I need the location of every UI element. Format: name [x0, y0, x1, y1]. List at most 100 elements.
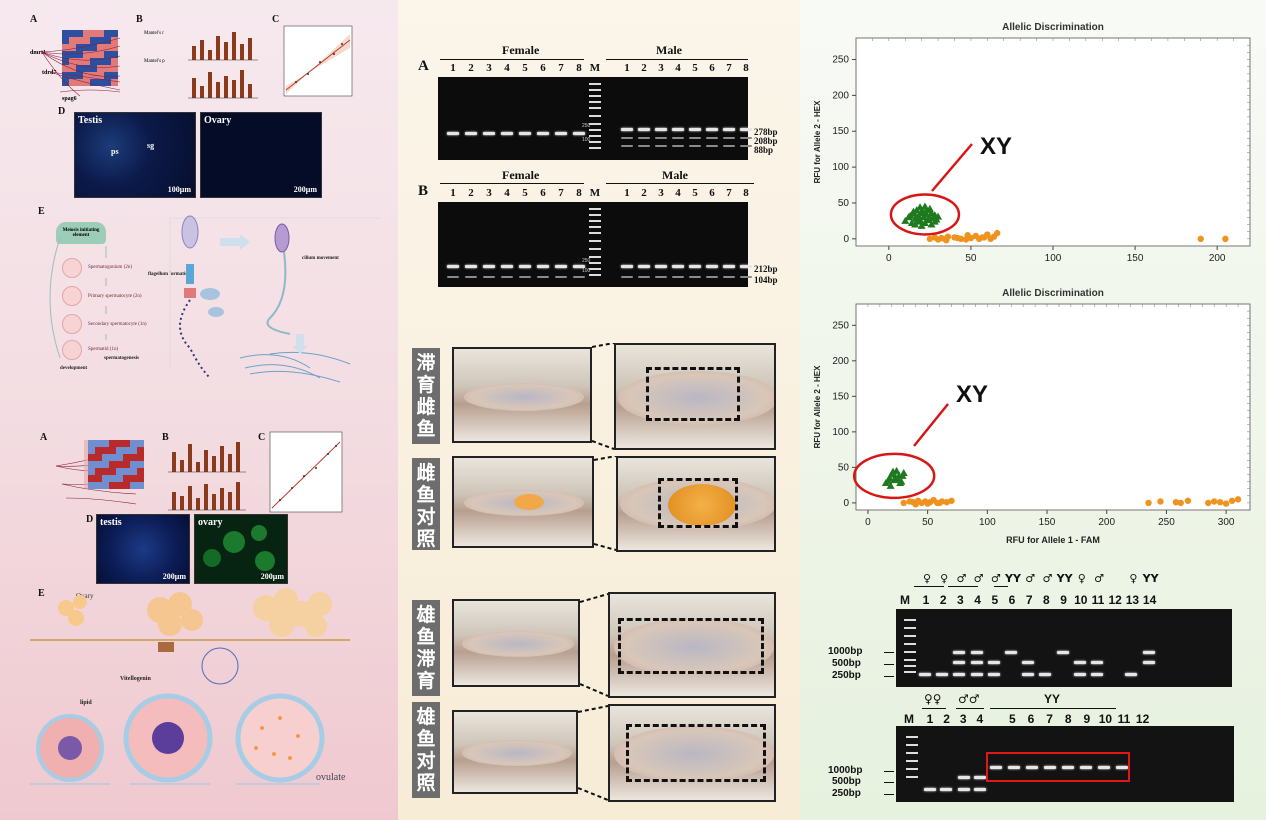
heatmap-cell	[123, 454, 130, 461]
lane-number: 3	[486, 62, 492, 74]
heatmap-cell	[76, 65, 83, 72]
ladder-band	[589, 268, 601, 270]
panel-top-a-label: A	[30, 14, 38, 25]
spermatogenesis-label: spermatogenesis	[104, 356, 139, 361]
gel-4-band-1000: 1000bp	[828, 765, 863, 776]
ladder-band	[589, 240, 601, 242]
heatmap-cell	[69, 79, 76, 86]
heatmap-cell	[76, 30, 83, 37]
heatmap-cell	[116, 468, 123, 475]
gel-band	[537, 265, 549, 268]
lane-number: 7	[558, 62, 564, 74]
gel-band	[1073, 673, 1086, 676]
chart-title: Allelic Discrimination	[1002, 288, 1104, 299]
heatmap-cell	[130, 475, 137, 482]
lane-number: 5	[692, 62, 698, 74]
gel-band	[706, 128, 718, 131]
lane-number: 2	[943, 712, 950, 726]
gel-band	[573, 132, 585, 135]
heatmap-cell	[102, 447, 109, 454]
heatmap-cell	[116, 447, 123, 454]
gel-band-faint	[501, 276, 513, 278]
lane-number: 7	[726, 187, 732, 199]
heatmap-cell	[97, 44, 104, 51]
heatmap-cell	[111, 37, 118, 44]
panel-bottom-e-label: E	[38, 588, 45, 599]
ladder-band	[589, 107, 601, 109]
lane-number: 1	[922, 593, 930, 607]
gel-band-faint	[555, 276, 567, 278]
y-tick-label: 250	[832, 55, 849, 66]
bottom-ovary-scale: 200μm	[260, 572, 284, 581]
heatmap-cell	[116, 461, 123, 468]
gel-b-female-label: Female	[502, 168, 540, 182]
xy-annotation-label: XY	[956, 381, 988, 408]
lane-number: 7	[558, 187, 564, 199]
gel-band-faint	[537, 276, 549, 278]
x-axis-label: RFU for Allele 1 - FAM	[1006, 535, 1100, 545]
gel-band	[970, 673, 983, 676]
ladder-band	[589, 141, 601, 143]
cilium-label: cilium movement	[302, 256, 339, 261]
heatmap-cell	[104, 58, 111, 65]
heatmap-cell	[97, 51, 104, 58]
bottom-ovary-diagram	[30, 588, 350, 785]
lane-number: 13	[1125, 593, 1140, 607]
data-point-xy	[901, 216, 910, 224]
gel-band-faint	[672, 137, 684, 139]
gel-band	[483, 265, 495, 268]
gel-4-line-b	[956, 708, 984, 709]
top-ovary-micrograph: Ovary 200μm	[200, 112, 322, 198]
lane-number: 5	[692, 187, 698, 199]
gel-band-faint	[723, 137, 735, 139]
gel-a-band-208: 208bp	[754, 136, 778, 146]
data-point-xy	[884, 476, 893, 484]
data-point-xx	[948, 497, 955, 504]
data-point-xy	[934, 212, 943, 220]
heatmap-cell	[88, 440, 95, 447]
heatmap-cell	[88, 454, 95, 461]
gel-band-faint	[689, 276, 701, 278]
lane-number: 3	[658, 62, 664, 74]
heatmap-cell	[102, 440, 109, 447]
marker-lane-label: M	[589, 62, 601, 74]
gel-band	[447, 265, 459, 268]
heatmap-cell	[137, 475, 144, 482]
heatmap-cell	[104, 79, 111, 86]
bottom-testis-label: testis	[100, 517, 122, 528]
ladder-band	[589, 101, 601, 103]
ladder-band	[906, 752, 918, 754]
heatmap-cell	[104, 65, 111, 72]
heatmap-cell	[137, 461, 144, 468]
ladder-band	[904, 665, 916, 667]
gel-band	[958, 788, 970, 791]
gel-band	[970, 661, 983, 664]
panel-top-b-label: B	[136, 14, 143, 25]
gel-band	[919, 673, 931, 676]
lane-number: 4	[974, 593, 981, 607]
photo-control-female-zoom	[616, 456, 776, 552]
lane-number: 3	[658, 187, 664, 199]
data-point-xx	[1222, 500, 1230, 507]
spermatid-cell	[62, 340, 82, 360]
gel-3-marker: M	[900, 593, 910, 607]
gel-4-line-a	[922, 708, 946, 709]
heatmap-cell	[62, 72, 69, 79]
data-point-xx	[1222, 235, 1229, 243]
heatmap-cell	[83, 72, 90, 79]
gel-b-image: 250 100	[438, 202, 752, 287]
gel-band	[1044, 766, 1056, 769]
gel-band	[465, 132, 477, 135]
gel-a-label: A	[418, 58, 429, 74]
ladder-size-label: 100	[582, 137, 591, 143]
heatmap-cell	[62, 37, 69, 44]
heatmap-cell	[109, 440, 116, 447]
gel-band	[501, 132, 513, 135]
heatmap-cell	[95, 440, 102, 447]
gel-4-marker: M	[904, 712, 914, 726]
sex-label: ♀	[940, 572, 949, 585]
heatmap-cell	[137, 447, 144, 454]
heatmap-cell	[109, 482, 116, 489]
y-tick-label: 0	[843, 234, 849, 245]
gel-band-faint	[706, 137, 718, 139]
